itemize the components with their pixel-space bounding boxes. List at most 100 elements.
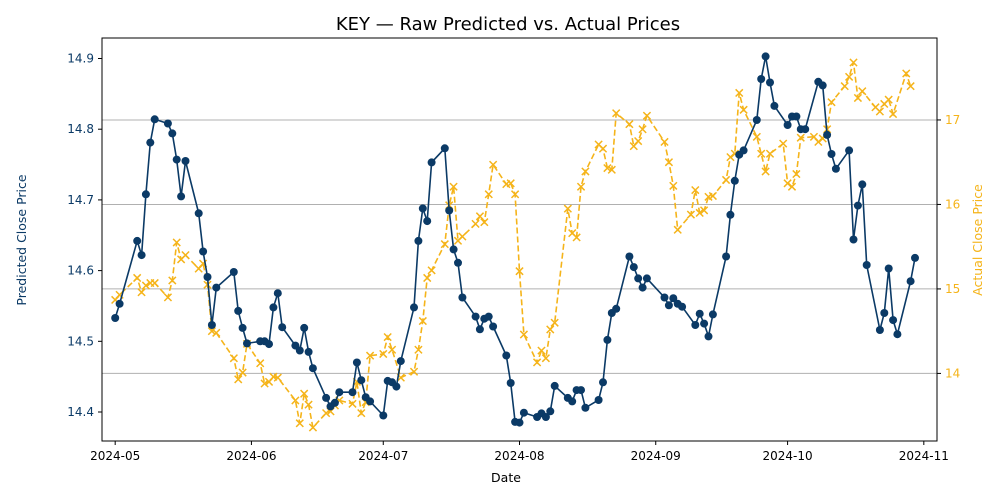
predicted-point	[269, 303, 278, 312]
predicted-point	[379, 411, 388, 420]
predicted-point	[203, 273, 212, 281]
actual-point	[172, 238, 181, 247]
actual-point	[796, 133, 805, 142]
actual-point	[383, 332, 392, 342]
y-axis-left: 14.4 14.5 14.6 14.7 14.8 14.9	[67, 52, 102, 419]
predicted-point	[207, 321, 216, 329]
y-right-tick-label: 15	[945, 282, 960, 296]
actual-point	[234, 375, 243, 384]
actual-point	[607, 165, 616, 174]
actual-point	[141, 281, 151, 290]
predicted-point	[603, 335, 612, 344]
actual-point	[792, 169, 801, 179]
predicted-point	[146, 138, 155, 147]
x-tick-label: 2024-05	[90, 449, 140, 463]
actual-point	[506, 179, 515, 188]
predicted-point	[827, 150, 836, 158]
actual-point	[660, 137, 669, 147]
predicted-point	[475, 325, 484, 334]
predicted-point	[330, 398, 339, 407]
actual-point	[739, 105, 748, 114]
predicted-point	[757, 75, 766, 83]
predicted-point	[634, 274, 643, 283]
actual-point	[256, 359, 265, 368]
predicted-point	[594, 396, 603, 404]
predicted-point	[862, 261, 871, 269]
actual-point	[489, 160, 498, 169]
predicted-point	[137, 251, 146, 260]
predicted-point	[199, 247, 208, 256]
predicted-point	[177, 192, 186, 201]
actual-point	[480, 218, 489, 227]
predicted-point	[427, 158, 436, 167]
actual-point	[207, 327, 216, 336]
predicted-point	[730, 176, 739, 185]
predicted-point	[884, 264, 893, 273]
predicted-point	[348, 388, 357, 397]
actual-point	[458, 232, 467, 241]
predicted-point	[423, 217, 432, 226]
predicted-point	[212, 283, 221, 292]
y-left-tick-label: 14.9	[67, 52, 94, 66]
actual-point	[686, 210, 696, 219]
predicted-point	[691, 321, 700, 329]
x-tick-label: 2024-09	[631, 449, 681, 463]
actual-point	[238, 368, 247, 377]
actual-point	[300, 389, 309, 398]
actual-point	[612, 109, 621, 118]
x-axis-label: Date	[491, 470, 521, 485]
predicted-point	[308, 364, 317, 373]
predicted-point	[234, 306, 243, 315]
actual-point	[515, 267, 524, 276]
predicted-point	[357, 376, 366, 385]
predicted-point	[278, 323, 287, 332]
predicted-point	[322, 393, 331, 402]
y-left-tick-label: 14.8	[67, 122, 94, 136]
predicted-point	[168, 129, 177, 138]
predicted-point	[818, 81, 827, 90]
predicted-point	[792, 112, 801, 121]
actual-point	[906, 82, 915, 91]
actual-point	[304, 400, 313, 409]
predicted-point	[695, 309, 704, 318]
x-tick-label: 2024-07	[358, 449, 408, 463]
actual-point	[875, 107, 884, 116]
actual-point	[484, 190, 493, 199]
predicted-point	[519, 408, 528, 417]
actual-point	[379, 349, 388, 359]
actual-point	[853, 93, 863, 103]
predicted-point	[577, 386, 585, 395]
actual-point	[322, 408, 331, 418]
y-right-tick-label: 17	[945, 113, 960, 127]
predicted-point	[550, 381, 559, 390]
predicted-point	[678, 302, 687, 311]
y-left-tick-label: 14.7	[67, 193, 94, 207]
actual-point	[418, 316, 427, 326]
predicted-point	[642, 274, 651, 283]
predicted-point	[708, 310, 717, 319]
predicted-point	[783, 121, 792, 129]
actual-point	[365, 351, 375, 360]
predicted-point	[669, 294, 678, 303]
gridlines	[102, 119, 937, 374]
predicted-point	[458, 293, 467, 302]
predicted-point	[392, 382, 401, 391]
predicted-point	[849, 235, 858, 244]
predicted-point	[265, 340, 273, 349]
actual-point	[576, 182, 586, 191]
predicted-point	[304, 347, 313, 356]
predicted-point	[229, 268, 238, 276]
predicted-point	[335, 388, 344, 397]
actual-point	[387, 345, 397, 354]
y-right-tick-label: 14	[945, 366, 960, 380]
predicted-point	[823, 130, 832, 139]
x-tick-label: 2024-06	[226, 449, 276, 463]
predicted-point	[414, 236, 423, 245]
actual-point	[664, 158, 674, 167]
predicted-point	[770, 101, 779, 110]
y-axis-right-label: Actual Close Price	[970, 184, 985, 296]
actual-point	[721, 175, 731, 185]
predicted-point	[612, 304, 621, 313]
actual-point	[827, 98, 836, 107]
